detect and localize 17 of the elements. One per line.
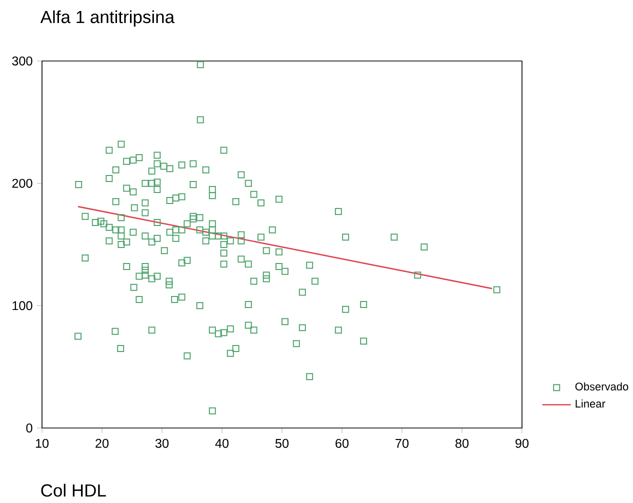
x-tick-label: 60 <box>336 438 349 448</box>
x-tick-label: 80 <box>455 438 469 448</box>
x-tick-label: 10 <box>36 438 49 448</box>
x-axis-title: Col HDL <box>41 484 106 497</box>
y-axis-title: Alfa 1 antitripsina <box>40 10 175 27</box>
legend-label: Observado <box>575 382 628 390</box>
x-tick-label: 90 <box>516 438 529 448</box>
x-tick-label: 20 <box>96 438 109 448</box>
legend-label: Linear <box>576 400 606 408</box>
x-tick-label: 30 <box>155 438 169 448</box>
x-tick-label: 40 <box>215 438 229 448</box>
y-tick-label: 200 <box>12 178 32 188</box>
y-tick-label: 100 <box>12 301 32 310</box>
x-tick-label: 50 <box>275 438 289 448</box>
x-tick-label: 70 <box>396 438 409 448</box>
y-tick-label: 300 <box>12 56 32 66</box>
y-tick-label: 0 <box>26 424 32 432</box>
